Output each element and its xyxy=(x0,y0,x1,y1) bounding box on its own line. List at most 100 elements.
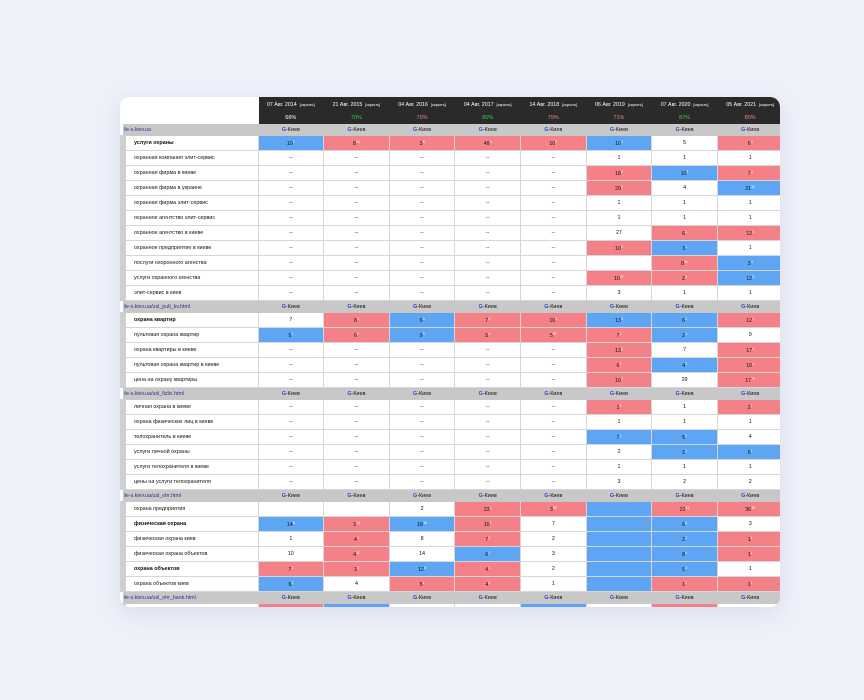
position-value: 13 xyxy=(614,317,621,324)
position-change: 1 xyxy=(292,139,295,144)
position-value: -- xyxy=(485,215,490,221)
position-value: 5 xyxy=(683,140,687,146)
position-value: -- xyxy=(551,479,556,485)
keyword-label: охрана физических лиц в киеве xyxy=(134,419,214,425)
position-cell: -- xyxy=(388,444,456,460)
position-cell: 2 xyxy=(585,444,653,460)
position-cell: 1 xyxy=(651,150,718,166)
keyword-cell: послуги охоронного агенства xyxy=(120,255,259,271)
region-label: -Киев xyxy=(482,390,497,397)
position-cell: 1 xyxy=(651,399,718,415)
hide-column-link[interactable]: [скрыть] xyxy=(759,102,775,107)
position-cell: -- xyxy=(257,474,325,490)
search-region-cell: G-Киев xyxy=(454,387,521,400)
position-change: 45 xyxy=(751,505,756,510)
position-value: 3 xyxy=(748,521,752,527)
position-cell: 72 xyxy=(454,531,521,547)
position-cell: 7 xyxy=(257,312,325,328)
position-cell: 71 xyxy=(585,429,653,445)
position-cell: -- xyxy=(520,429,587,445)
position-value: 6 xyxy=(616,362,620,369)
position-cell: 102 xyxy=(585,372,653,388)
position-value: -- xyxy=(551,185,556,191)
hide-column-link[interactable]: [скрыть] xyxy=(562,102,578,107)
site-url-link[interactable]: ile-s.kiev.ua/usl_pult_kv.html xyxy=(123,303,191,310)
hide-column-link[interactable]: [скрыть] xyxy=(365,102,381,107)
position-cell: 38 xyxy=(388,135,456,151)
hide-column-link[interactable]: [скрыть] xyxy=(693,102,709,107)
hide-column-link[interactable]: [скрыть] xyxy=(627,102,643,107)
keyword-row: физическая охрана 145 314 1816 101 7 64 3 xyxy=(120,516,780,532)
region-label: -Киев xyxy=(286,303,300,310)
google-icon: G xyxy=(544,390,549,397)
keyword-label: услуги охранного агенства xyxy=(134,275,201,281)
hide-column-link[interactable]: [скрыть] xyxy=(430,102,446,107)
google-icon: G xyxy=(478,126,483,133)
position-change: 2 xyxy=(356,331,359,336)
position-cell: 557 xyxy=(520,327,587,343)
header-date-cell: 07 Авг. 2014 [скрыть] xyxy=(257,97,325,113)
search-region-cell: G-Киев xyxy=(257,387,325,400)
site-url-link[interactable]: ile-s.kiev.ua/usl_fizlic.html xyxy=(123,390,185,397)
visibility-percent: 66% xyxy=(285,115,297,121)
position-change: 2 xyxy=(620,346,623,351)
search-region-cell: G-Киев xyxy=(520,387,587,400)
position-value: -- xyxy=(551,200,556,206)
position-value: 2 xyxy=(420,506,424,512)
position-value: 10 xyxy=(613,275,620,282)
position-value: -- xyxy=(485,449,490,455)
position-cell: 27 xyxy=(585,225,653,241)
hide-column-link[interactable]: [скрыть] xyxy=(496,102,512,107)
position-cell: -- xyxy=(257,372,325,388)
position-value: 1 xyxy=(748,155,752,161)
position-value: 3 xyxy=(353,566,357,573)
keyword-row: охранное предприятие в киеве -- -- -- -- -- 10… xyxy=(120,240,780,256)
keyword-row: личная охрана в киеве -- -- -- -- -- 11 1 21 xyxy=(120,399,780,415)
position-change: 3 xyxy=(488,316,491,321)
position-value: -- xyxy=(420,479,424,485)
site-url-link[interactable]: ile-s.kiev.ua xyxy=(123,126,152,133)
site-url-link[interactable]: ile-s.kiev.ua/usl_ohr_bank.html xyxy=(123,594,196,601)
position-change: 1 xyxy=(685,535,688,540)
google-icon: G xyxy=(478,303,483,310)
position-change: 1 xyxy=(291,580,294,585)
position-cell: 2 xyxy=(520,561,587,577)
date-label: 21 Авг. 2015 xyxy=(332,102,363,108)
position-cell: -- xyxy=(388,285,456,301)
position-value: -- xyxy=(485,185,490,191)
position-cell: 3 xyxy=(585,474,653,490)
hide-column-link[interactable]: [скрыть] xyxy=(299,102,315,107)
position-change: 24 xyxy=(355,139,360,144)
position-change: 1 xyxy=(488,565,491,570)
position-cell: -- xyxy=(257,414,325,430)
position-change: 1 xyxy=(356,535,359,540)
position-cell: -- xyxy=(323,399,390,415)
position-value: 10 xyxy=(286,140,293,147)
position-value: 1 xyxy=(617,419,621,425)
position-change: 3 xyxy=(752,361,755,366)
keyword-row: элит-сервис в киев -- -- -- -- -- 3 1 1 xyxy=(120,285,780,301)
position-cell: 14 xyxy=(388,546,456,562)
google-icon: G xyxy=(741,126,746,133)
position-cell: 24 xyxy=(323,603,390,607)
header-percent-cell: 87% xyxy=(651,112,718,124)
site-url-row: ile-s.kiev.ua/usl_ohr.html G-Киев G-Киев G-… xyxy=(122,489,780,502)
position-cell: 101 xyxy=(651,165,718,181)
position-value: 8 xyxy=(352,140,356,147)
position-cell: -- xyxy=(520,414,587,430)
google-icon: G xyxy=(347,303,352,310)
google-icon: G xyxy=(675,303,680,310)
header-corner-2 xyxy=(122,112,259,124)
position-cell: 11 xyxy=(716,546,780,562)
keyword-label: услуги охраны xyxy=(134,140,174,146)
position-change: 1 xyxy=(685,433,688,438)
site-url-link[interactable]: ile-s.kiev.ua/usl_ohr.html xyxy=(123,492,182,499)
position-change: 75 xyxy=(751,376,756,381)
position-change: 9 xyxy=(422,331,425,336)
keyword-label: охрана объектов киев xyxy=(134,581,189,587)
position-cell: 8 xyxy=(388,531,456,547)
position-value: -- xyxy=(289,215,293,221)
position-cell: -- xyxy=(323,210,390,226)
search-region-cell: G-Киев xyxy=(323,489,390,502)
keyword-row: услуги охранного агенства -- -- -- -- -- 1037 2… xyxy=(120,270,780,286)
